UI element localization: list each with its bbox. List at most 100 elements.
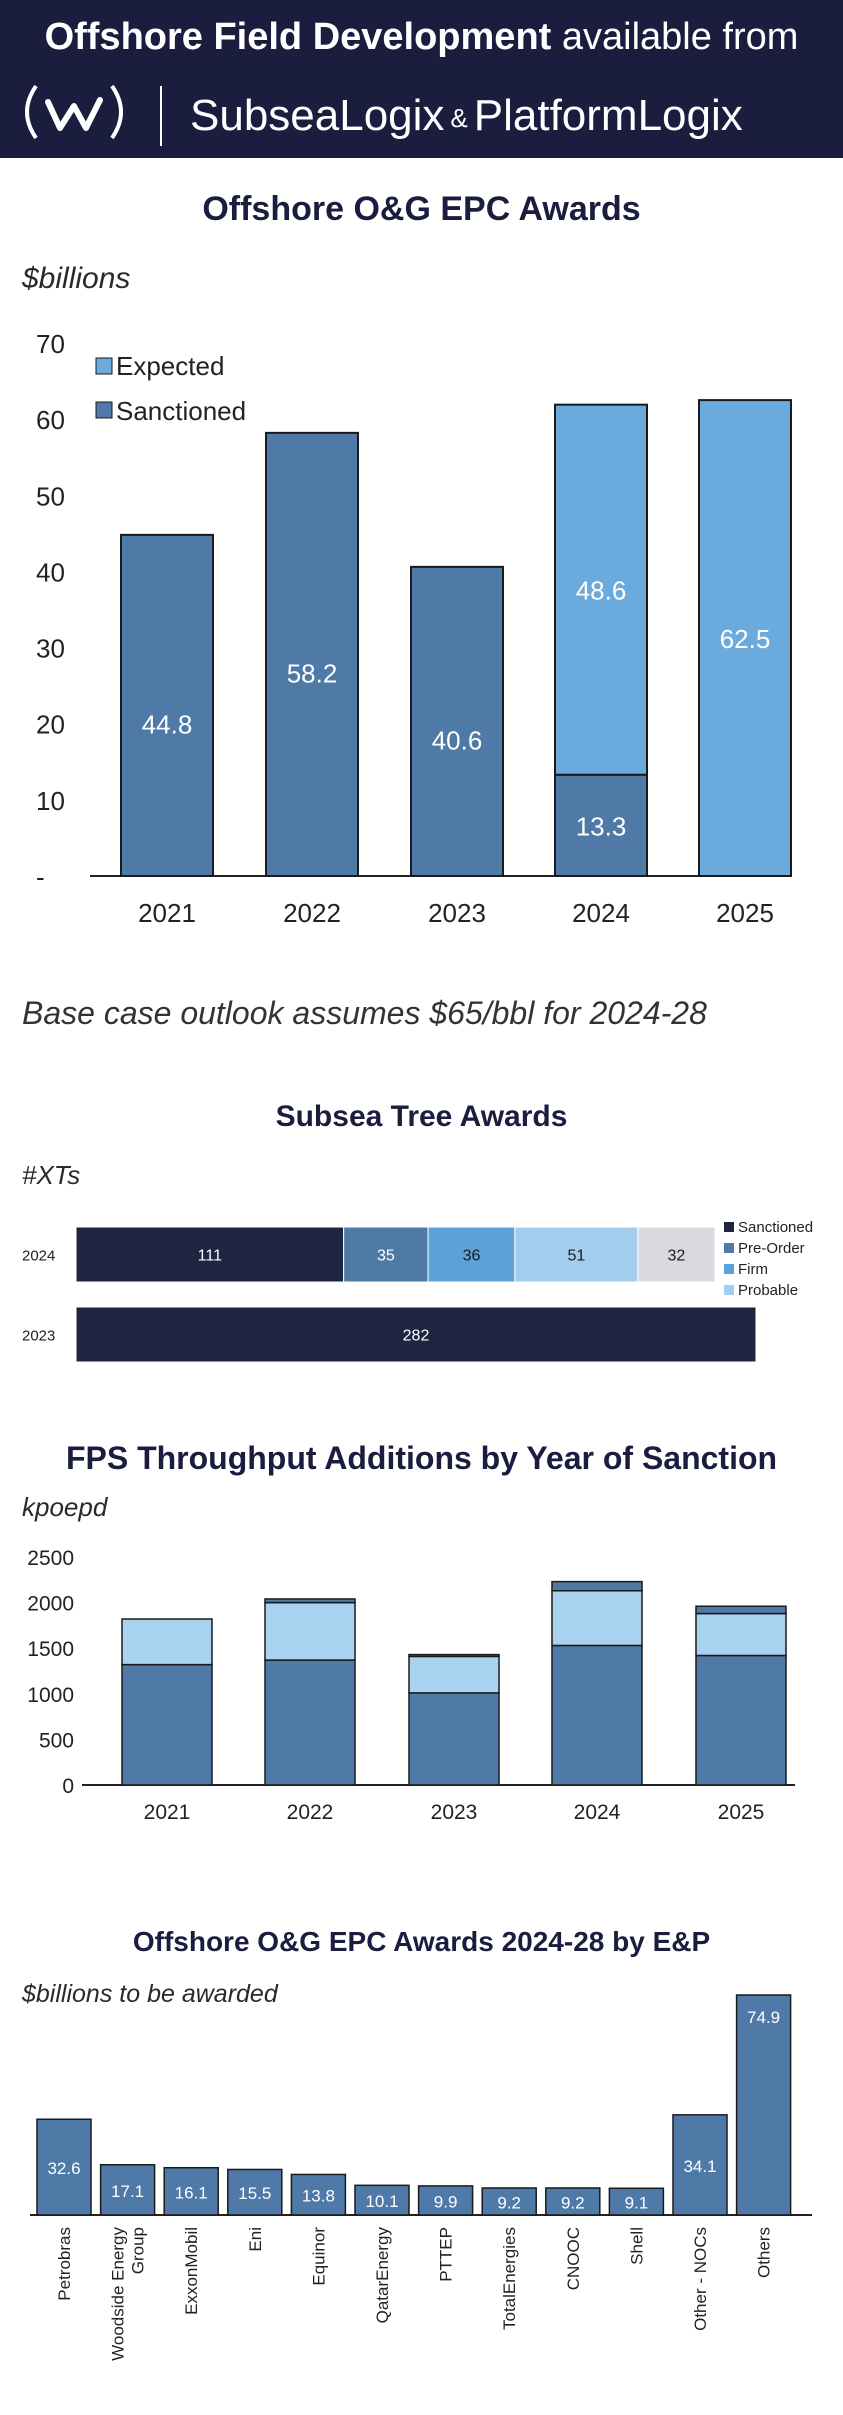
chart3-xtick-label: 2024 — [574, 1801, 621, 1824]
chart4-bar — [481, 2187, 537, 2216]
chart2-legend-swatch — [724, 1243, 734, 1253]
chart4-xtick-label: Others — [755, 2227, 774, 2278]
chart4-bar — [227, 2168, 283, 2216]
chart4-xtick-label: Other - NOCs — [691, 2227, 710, 2331]
chart3-bar-segment — [551, 1580, 643, 1592]
chart4-xtick-label: CNOOC — [564, 2227, 583, 2290]
chart2-segment-label: 32 — [668, 1248, 686, 1265]
chart4-bar — [672, 2114, 728, 2216]
chart2-title: Subsea Tree Awards — [275, 1100, 568, 1133]
chart4-xtick-label: QatarEnergy — [373, 2227, 392, 2324]
chart3-xtick-label: 2022 — [287, 1801, 334, 1824]
chart4-bar — [99, 2164, 156, 2216]
chart4-data-label: 10.1 — [365, 2192, 398, 2211]
chart1-svg: - 10 20 30 40 50 60 70 44.8 2021 58.2 2022 40.6 2023 1… — [36, 329, 792, 928]
chart1-data-label: 44.8 — [142, 709, 193, 739]
header-tagline: Offshore Field Development available fro… — [0, 14, 843, 60]
chart1-ytick-label: - — [36, 862, 45, 892]
chart3-bar-segment — [408, 1655, 500, 1694]
chart1-data-label: 48.6 — [576, 576, 627, 606]
chart3-ytick-label: 2000 — [27, 1593, 74, 1616]
chart2-legend-swatch — [724, 1285, 734, 1295]
chart1-bar-expected — [698, 399, 792, 877]
chart2-segment-label: 35 — [377, 1248, 395, 1265]
chart4-bar — [163, 2166, 219, 2216]
chart3-title: FPS Throughput Additions by Year of Sanc… — [65, 1440, 778, 1476]
chart3-bar-segment — [551, 1644, 643, 1786]
chart3-bar-segment — [121, 1663, 213, 1786]
chart1-bar-sanctioned — [554, 773, 648, 878]
chart1-legend-swatch-sanctioned — [95, 401, 113, 419]
chart1-ytick-label: 40 — [36, 557, 65, 587]
chart4-bar — [36, 2118, 92, 2216]
price-assumption-note: Base case outlook assumes $65/bbl for 20… — [22, 995, 707, 1031]
chart1-legend-swatch-expected — [95, 357, 113, 375]
header-divider — [160, 86, 162, 146]
chart4-data-label: 9.2 — [497, 2193, 521, 2212]
chart3-ytick-label: 1500 — [27, 1638, 74, 1661]
chart4-xtick-label-group: Equinor — [309, 2227, 328, 2286]
w-circle-logo-icon — [25, 84, 123, 140]
chart3-bar-segment — [121, 1618, 213, 1666]
chart2-row-label: 2023 — [22, 1328, 55, 1345]
chart4-data-label: 74.9 — [747, 2008, 780, 2027]
chart2-segment-label: 111 — [198, 1248, 222, 1265]
chart4-bar — [354, 2184, 410, 2216]
chart4-svg: 32.6 Petrobras 17.1 Woodside Energy Group 16.… — [30, 1994, 812, 2361]
chart1-bar-expected — [554, 403, 648, 776]
chart3-xtick-label: 2023 — [431, 1801, 478, 1824]
chart3-bar-segment — [408, 1692, 500, 1786]
chart3-ytick-label: 0 — [62, 1775, 74, 1798]
chart3-xtick-label: 2025 — [718, 1801, 765, 1824]
chart1-bar-sanctioned — [265, 431, 359, 877]
chart3-xtick-label: 2021 — [144, 1801, 191, 1824]
chart4-xtick-label-group: CNOOC — [564, 2227, 583, 2290]
chart3-ytick-label: 1000 — [27, 1684, 74, 1707]
header-tagline-bold: Offshore Field Development — [44, 16, 552, 58]
chart4-bar — [545, 2187, 601, 2216]
chart1-ytick-label: 30 — [36, 634, 65, 664]
chart1-ytick-label: 50 — [36, 481, 65, 511]
chart4-data-label: 9.9 — [434, 2192, 458, 2211]
brand-subsealogix: SubseaLogix — [190, 91, 445, 140]
chart2-segment-label: 51 — [567, 1248, 585, 1265]
chart4-bar — [290, 2173, 347, 2216]
chart1-data-label: 40.6 — [432, 725, 483, 755]
chart4-data-label: 16.1 — [175, 2183, 208, 2202]
chart1-data-label: 58.2 — [287, 658, 338, 688]
chart2-legend-label: Probable — [738, 1282, 798, 1299]
chart1-legend-label: Sanctioned — [116, 396, 246, 426]
chart1-unit: $billions — [22, 262, 131, 295]
chart3-bar-segment — [264, 1659, 356, 1786]
chart2-unit: #XTs — [22, 1160, 81, 1190]
chart4-bar — [417, 2185, 474, 2216]
chart4-xtick-label: Petrobras — [55, 2227, 74, 2301]
chart1-xtick-label: 2022 — [283, 898, 341, 928]
chart4-data-label: 17.1 — [111, 2182, 144, 2201]
header-brands: SubseaLogix & PlatformLogix — [190, 88, 743, 146]
chart4-xtick-label-group: Woodside Energy Group — [109, 2227, 148, 2361]
chart4-xtick-label: Group — [129, 2227, 148, 2274]
chart1-legend-label: Expected — [116, 351, 224, 381]
chart4-xtick-label: Equinor — [309, 2227, 328, 2286]
chart4-bar — [608, 2187, 665, 2216]
chart2-legend-label: Sanctioned — [738, 1219, 813, 1236]
brand-platformlogix: PlatformLogix — [473, 91, 743, 140]
chart1-title: Offshore O&G EPC Awards — [202, 190, 641, 228]
chart1-ytick-label: 10 — [36, 786, 65, 816]
chart4-unit: $billions to be awarded — [22, 1980, 278, 2008]
chart4-xtick-label-group: Others — [755, 2227, 774, 2278]
chart1-ytick-label: 60 — [36, 405, 65, 435]
chart4-data-label: 9.2 — [561, 2193, 585, 2212]
chart4-xtick-label: TotalEnergies — [500, 2227, 519, 2330]
chart4-xtick-label-group: Eni — [246, 2227, 265, 2252]
chart2-svg: 2024 111 35 36 51 32 2023 282 Sanctioned Pre-Orde… — [22, 1219, 813, 1363]
chart2-bar-segment — [75, 1306, 757, 1363]
chart4-xtick-label-group: Petrobras — [55, 2227, 74, 2301]
chart3-bar-segment — [551, 1589, 643, 1647]
chart4-data-label: 32.6 — [47, 2159, 80, 2178]
chart4-data-label: 15.5 — [238, 2184, 271, 2203]
chart2-legend-swatch — [724, 1264, 734, 1274]
chart4-xtick-label-group: QatarEnergy — [373, 2227, 392, 2324]
chart3-bar-segment — [264, 1601, 356, 1661]
